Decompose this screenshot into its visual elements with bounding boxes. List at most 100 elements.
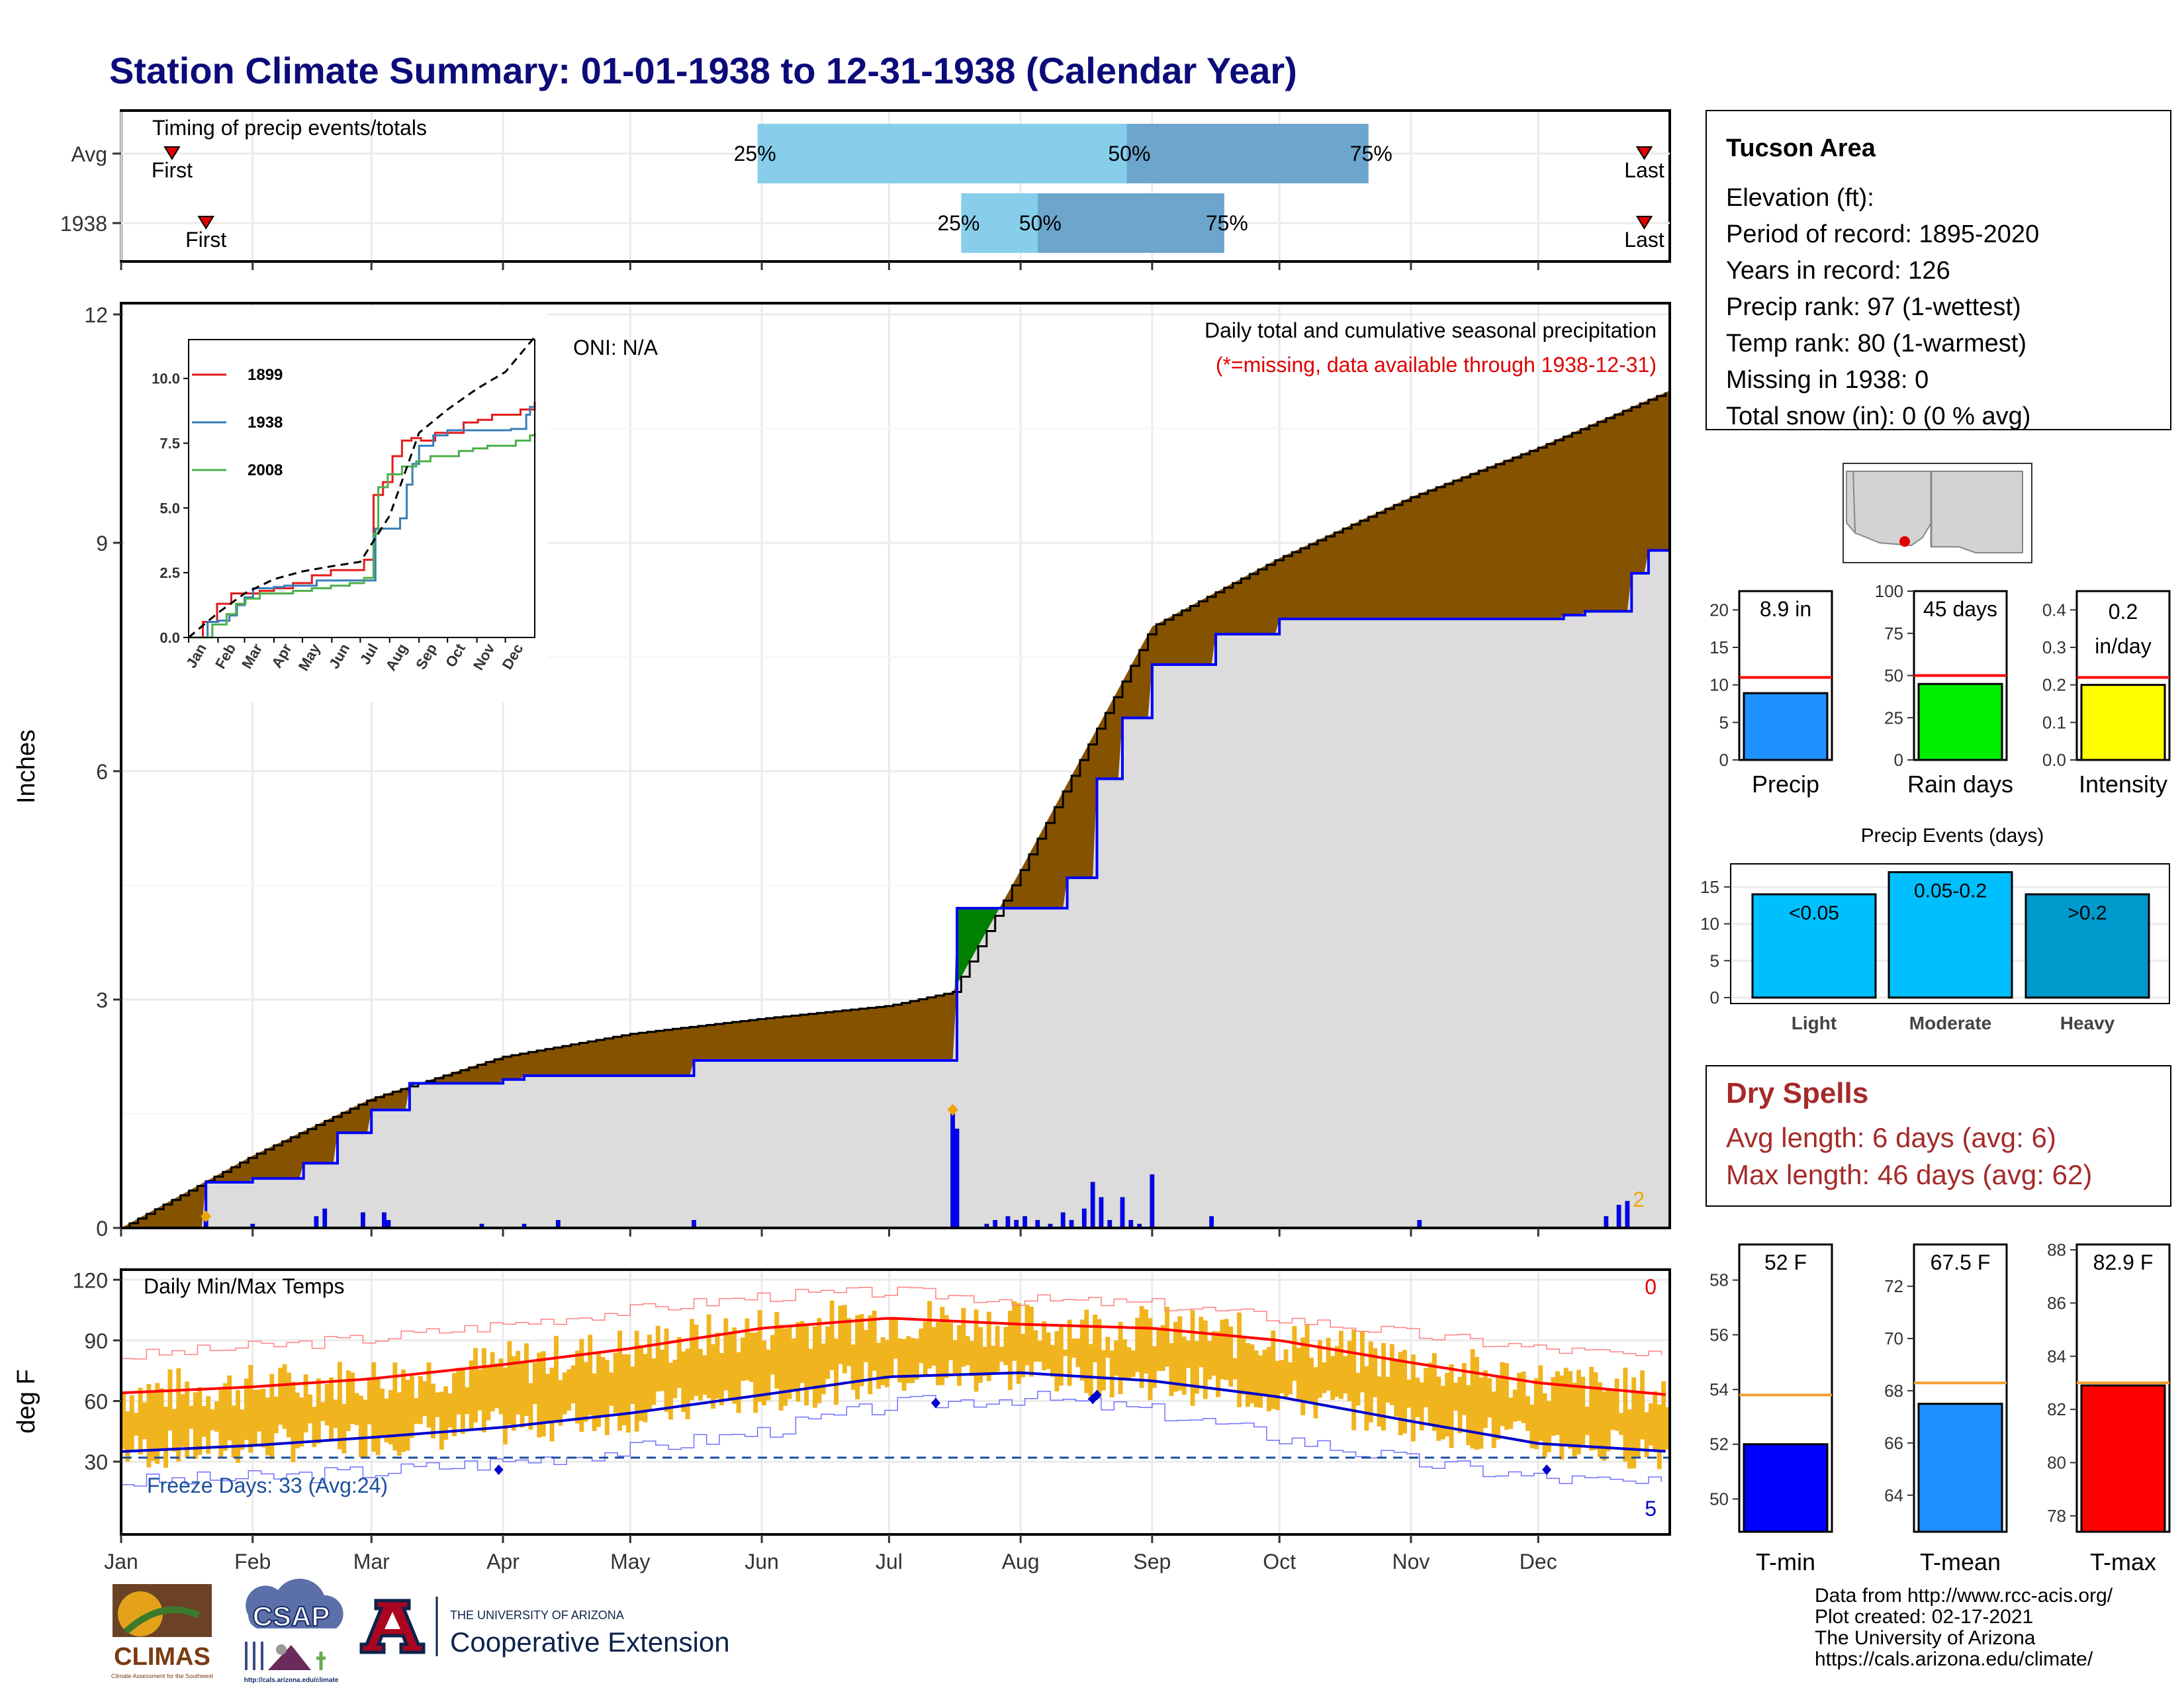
temp-ylabel: deg F — [13, 1369, 40, 1433]
oni-label: ONI: N/A — [573, 336, 659, 359]
daily-temp-range-bar — [163, 1407, 169, 1468]
daily-temp-range-bar — [1334, 1346, 1340, 1397]
daily-temp-range-bar — [1551, 1377, 1556, 1436]
timing-p25-label: 25% — [937, 211, 979, 235]
daily-temp-range-bar — [426, 1362, 432, 1428]
precip-event-bar — [1751, 893, 1877, 999]
precip-event-bin-label: <0.05 — [1789, 902, 1839, 924]
daily-precip-bar — [1616, 1205, 1621, 1229]
daily-temp-range-bar — [452, 1373, 457, 1436]
daily-temp-range-bar — [732, 1327, 737, 1404]
month-label: Nov — [1392, 1550, 1430, 1573]
record-low-line — [121, 1391, 1662, 1487]
page-title: Station Climate Summary: 01-01-1938 to 1… — [109, 50, 1297, 91]
daily-temp-range-bar — [893, 1317, 898, 1359]
station-info-line: Period of record: 1895-2020 — [1726, 220, 2039, 248]
daily-temp-range-bar — [1207, 1340, 1212, 1380]
annual-summary-bars: 0 5 10 15 20 8.9 in Precip 0 25 50 75 100 45 days Rai… — [1709, 581, 2171, 798]
daily-temp-range-bar — [1640, 1370, 1645, 1440]
daily-temp-range-bar — [799, 1321, 805, 1383]
station-info-line: Elevation (ft): — [1726, 184, 1874, 212]
daily-temp-range-bar — [1067, 1319, 1072, 1386]
climas-tagline: Climate Assessment for the Southwest — [111, 1673, 214, 1679]
summary-ytick-label: 86 — [2047, 1293, 2066, 1313]
daily-temp-range-bar — [842, 1305, 847, 1374]
inset-ytick-label: 7.5 — [159, 436, 180, 452]
precip-ytick-label: 3 — [96, 988, 108, 1012]
summary-ytick-label: 50 — [1709, 1489, 1729, 1509]
summary-ytick-label: 0.2 — [2042, 675, 2066, 695]
daily-temp-range-bar — [1657, 1404, 1662, 1470]
footer-credit-line: Data from http://www.rcc-acis.org/ — [1815, 1585, 2113, 1607]
daily-temp-range-bar — [1084, 1309, 1089, 1393]
daily-temp-range-bar — [702, 1355, 707, 1395]
daily-temp-range-bar — [974, 1309, 979, 1392]
footer: Data from http://www.rcc-acis.org/Plot c… — [111, 1578, 2113, 1684]
daily-temp-range-bar — [345, 1370, 351, 1431]
daily-temp-range-bar — [889, 1318, 894, 1376]
summary-value-bar — [2080, 684, 2166, 761]
daily-temp-range-bar — [354, 1393, 359, 1425]
daily-temp-range-bar — [859, 1314, 864, 1387]
daily-temp-range-bar — [375, 1378, 381, 1456]
daily-temp-range-bar — [520, 1362, 525, 1428]
daily-precip-bar — [1209, 1216, 1214, 1229]
daily-temp-range-bar — [1028, 1306, 1034, 1377]
last-event-marker — [1635, 216, 1653, 230]
inset-legend-label: 2008 — [248, 461, 283, 479]
daily-temp-range-bar — [643, 1354, 648, 1423]
precip-event-category: Moderate — [1909, 1013, 1991, 1033]
summary-category-label: Precip — [1752, 771, 1819, 798]
daily-temp-range-bar — [1461, 1363, 1467, 1415]
daily-precip-bar — [1090, 1182, 1095, 1229]
summary-ytick-label: 82 — [2047, 1399, 2066, 1419]
temperature-chart: 30 60 90 120 Jan Feb Mar Apr May Jun Jul Aug Sep Oct… — [13, 1268, 1671, 1573]
first-event-label: First — [152, 158, 193, 182]
daily-temp-range-bar — [1304, 1325, 1310, 1401]
daily-temp-range-bar — [1228, 1326, 1234, 1387]
daily-temp-range-bar — [1487, 1378, 1492, 1418]
precip-event-bin-label: 0.05-0.2 — [1914, 880, 1987, 902]
summary-ytick-label: 72 — [1884, 1276, 1903, 1296]
daily-temp-range-bar — [447, 1393, 453, 1428]
temp-corner-bottom: 5 — [1645, 1497, 1657, 1521]
daily-temp-range-bar — [409, 1376, 414, 1438]
daily-temp-range-bar — [562, 1372, 567, 1415]
daily-temp-range-bar — [1440, 1385, 1445, 1440]
record-low-marker — [1092, 1389, 1102, 1401]
timing-iqr-high-bar — [1126, 124, 1369, 183]
daily-temp-range-bar — [1258, 1355, 1263, 1408]
daily-temp-range-bar — [944, 1315, 949, 1378]
daily-temp-range-bar — [1317, 1340, 1322, 1398]
daily-temp-range-bar — [1118, 1321, 1123, 1395]
daily-temp-range-bar — [532, 1362, 537, 1405]
summary-value-bar — [1917, 1403, 2003, 1533]
daily-temp-range-bar — [736, 1352, 741, 1413]
summary-value-bar — [2080, 1384, 2166, 1533]
daily-temp-range-bar — [999, 1346, 1004, 1362]
climas-logo: CLIMAS Climate Assessment for the Southw… — [111, 1584, 214, 1679]
dry-spells-box: Dry Spells Avg length: 6 days (avg: 6) M… — [1706, 1065, 2171, 1207]
daily-temp-range-bar — [159, 1388, 164, 1450]
daily-temp-range-bar — [185, 1382, 190, 1458]
precip-event-category: Light — [1792, 1013, 1837, 1033]
daily-temp-range-bar — [333, 1399, 338, 1429]
last-event-label: Last — [1624, 158, 1664, 182]
daily-temp-range-bar — [231, 1405, 236, 1458]
daily-temp-range-bar — [460, 1368, 465, 1434]
daily-temp-range-bar — [524, 1343, 529, 1417]
daily-temp-range-bar — [625, 1354, 631, 1433]
daily-temp-range-bar — [630, 1366, 635, 1404]
daily-temp-range-bar — [574, 1350, 580, 1424]
daily-temp-range-bar — [613, 1352, 618, 1413]
daily-temp-range-bar — [1266, 1346, 1271, 1412]
daily-temp-range-bar — [1024, 1304, 1030, 1366]
daily-temp-range-bar — [1190, 1310, 1195, 1406]
daily-temp-range-bar — [435, 1392, 440, 1417]
daily-temp-range-bar — [1130, 1350, 1136, 1378]
month-label: Dec — [1520, 1550, 1557, 1573]
daily-temp-range-bar — [694, 1325, 699, 1396]
daily-temp-range-bar — [1627, 1409, 1632, 1469]
daily-temp-range-bar — [222, 1383, 228, 1451]
